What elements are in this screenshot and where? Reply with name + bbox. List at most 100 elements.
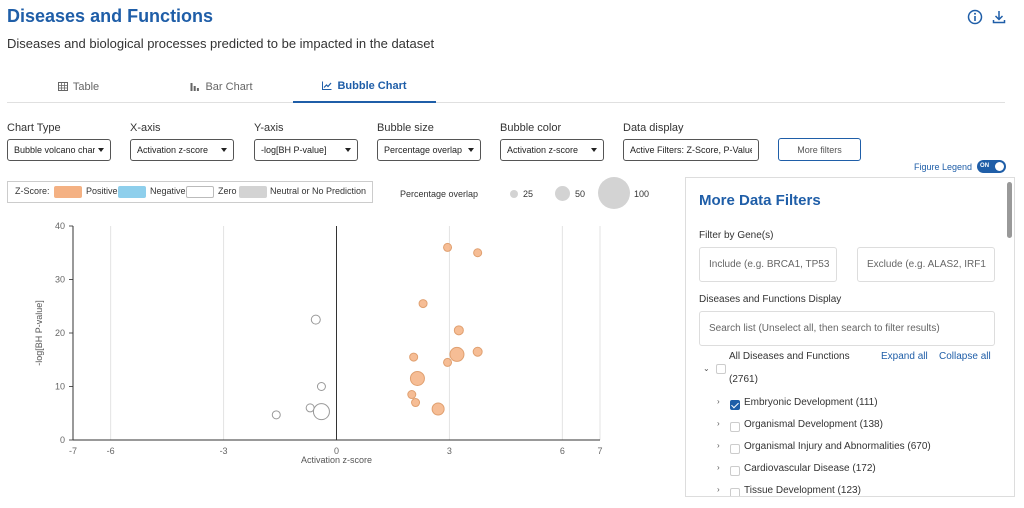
more-data-filters-panel: More Data Filters Filter by Gene(s) Incl… [685, 177, 1015, 497]
search-placeholder: Search list (Unselect all, then search t… [709, 323, 940, 334]
item-checkbox[interactable] [730, 444, 740, 454]
tab-table[interactable]: Table [7, 70, 150, 103]
chevron-right-icon[interactable]: › [717, 485, 720, 494]
bubble-size-select[interactable]: Percentage overlap [377, 139, 481, 161]
chevron-right-icon[interactable]: › [717, 441, 720, 450]
more-filters-button[interactable]: More filters [778, 138, 861, 161]
tab-label: Bubble Chart [337, 79, 407, 92]
display-label: Diseases and Functions Display [699, 294, 842, 305]
tree-item-organismal-development: Organismal Development (138) [744, 419, 883, 430]
data-point [407, 390, 417, 400]
include-genes-input[interactable]: Include (e.g. BRCA1, TP53 [699, 247, 837, 282]
x-axis-select[interactable]: Activation z-score [130, 139, 234, 161]
page-title: Diseases and Functions [7, 6, 214, 26]
tab-label: Table [72, 80, 100, 93]
overlap-legend-title: Percentage overlap [400, 189, 479, 199]
item-checkbox[interactable] [730, 466, 740, 476]
caret-down-icon [221, 148, 227, 152]
positive-label: Positive [86, 186, 118, 196]
expand-all-link[interactable]: Expand all [881, 351, 928, 362]
line-chart-icon [322, 81, 332, 90]
tree-item-tissue-development: Tissue Development (123) [744, 485, 861, 496]
bubble-size-label: Bubble size [377, 122, 434, 134]
data-point [411, 398, 421, 408]
item-checkbox[interactable] [730, 488, 740, 496]
data-point [271, 410, 281, 420]
figure-legend-label: Figure Legend [914, 161, 973, 172]
select-value: Percentage overlap [384, 145, 463, 155]
tab-bar-chart[interactable]: Bar Chart [150, 70, 293, 103]
toggle-state: ON [980, 163, 990, 169]
data-points [271, 242, 483, 421]
zscore-legend-title: Z-Score: [15, 186, 50, 196]
positive-swatch [54, 186, 82, 198]
download-icon[interactable] [991, 9, 1007, 25]
data-display-field[interactable]: Active Filters: Z-Score, P-Value [623, 139, 759, 161]
zscore-legend: Z-Score: Positive Negative Zero Neutral … [7, 181, 373, 203]
x-tick-label: 3 [447, 446, 452, 456]
exclude-genes-input[interactable]: Exclude (e.g. ALAS2, IRF1 [857, 247, 995, 282]
data-point [312, 403, 330, 421]
chevron-right-icon[interactable]: › [717, 463, 720, 472]
negative-label: Negative [150, 186, 186, 196]
x-tick-label: 0 [334, 446, 339, 456]
chevron-right-icon[interactable]: › [717, 419, 720, 428]
caret-down-icon [591, 148, 597, 152]
table-icon [57, 82, 68, 91]
bubble-color-select[interactable]: Activation z-score [500, 139, 604, 161]
chart-type-select[interactable]: Bubble volcano chart [7, 139, 111, 161]
exclude-placeholder: Exclude (e.g. ALAS2, IRF1 [867, 259, 986, 270]
select-value: -log[BH P-value] [261, 145, 327, 155]
chevron-down-icon[interactable]: ⌄ [703, 364, 710, 373]
data-display-label: Data display [623, 122, 684, 134]
x-axis-title: Activation z-score [301, 455, 372, 465]
bubble-color-label: Bubble color [500, 122, 562, 134]
x-tick-label: -7 [69, 446, 77, 456]
y-tick-label: 10 [55, 382, 65, 392]
caret-down-icon [98, 148, 104, 152]
y-axis-title: -log[BH P-value] [34, 300, 44, 366]
y-tick-label: 40 [55, 221, 65, 231]
x-tick-label: 6 [560, 446, 565, 456]
data-point [310, 314, 321, 325]
data-point [431, 402, 445, 416]
tab-label: Bar Chart [205, 80, 253, 93]
tree-item-organismal-injury: Organismal Injury and Abnormalities (670… [744, 441, 931, 452]
negative-swatch [118, 186, 146, 198]
collapse-all-link[interactable]: Collapse all [939, 351, 991, 362]
item-checkbox[interactable] [730, 422, 740, 432]
neutral-swatch [239, 186, 267, 198]
item-checkbox[interactable] [730, 400, 740, 410]
y-tick-label: 0 [60, 435, 65, 445]
data-point [453, 325, 464, 336]
chart-type-label: Chart Type [7, 122, 61, 134]
all-checkbox[interactable] [716, 364, 726, 374]
overlap-size-50-label: 50 [575, 189, 586, 199]
figure-legend-toggle[interactable]: Figure Legend ON [914, 160, 1007, 173]
tree-root-label: All Diseases and Functions [729, 351, 850, 362]
neutral-label: Neutral or No Prediction [270, 186, 367, 196]
tab-bubble-chart[interactable]: Bubble Chart [293, 70, 436, 103]
toggle-knob [995, 162, 1005, 171]
panel-scrollbar[interactable] [1007, 182, 1012, 238]
data-point [443, 357, 453, 367]
data-point [418, 299, 428, 309]
y-axis-select[interactable]: -log[BH P-value] [254, 139, 358, 161]
overlap-size-25-marker [510, 190, 518, 198]
x-tick-label: -3 [220, 446, 228, 456]
overlap-size-100-marker [598, 177, 630, 209]
data-point [449, 346, 465, 362]
panel-title: More Data Filters [699, 192, 821, 209]
tree-root-count: (2761) [729, 374, 758, 385]
y-axis-label: Y-axis [254, 122, 284, 134]
zero-swatch [186, 186, 214, 198]
search-list-input[interactable]: Search list (Unselect all, then search t… [699, 311, 995, 346]
x-tick-label: -6 [107, 446, 115, 456]
bar-chart-icon [190, 83, 200, 91]
view-tabs: Table Bar Chart Bubble Chart [7, 70, 1005, 103]
tree-item-embryonic-development: Embryonic Development (111) [744, 397, 878, 408]
toggle-switch[interactable]: ON [977, 160, 1007, 173]
info-icon[interactable] [967, 9, 983, 25]
chevron-right-icon[interactable]: › [717, 397, 720, 406]
data-point [472, 346, 483, 357]
